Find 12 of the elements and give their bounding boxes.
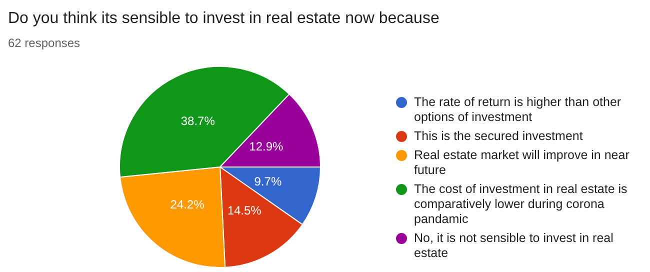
data-label: 9.7% <box>254 174 282 188</box>
legend-label: No, it is not sensible to invest in real estate <box>414 231 614 261</box>
legend-label: This is the secured investment <box>414 129 583 144</box>
data-label: 38.7% <box>180 114 216 128</box>
chart-title: Do you think its sensible to invest in real estate now because <box>8 10 440 28</box>
legend-label: The cost of investment in real estate is comparatively lower during corona pandamic <box>414 182 628 227</box>
data-label: 24.2% <box>170 197 205 212</box>
chart-subtitle: 62 responses <box>8 36 80 50</box>
data-label: 14.5% <box>227 203 262 218</box>
legend-label: Real estate market will improve in near future <box>414 148 630 178</box>
legend-label: The rate of return is higher than other options of investment <box>414 95 622 125</box>
data-label: 12.9% <box>249 140 284 154</box>
